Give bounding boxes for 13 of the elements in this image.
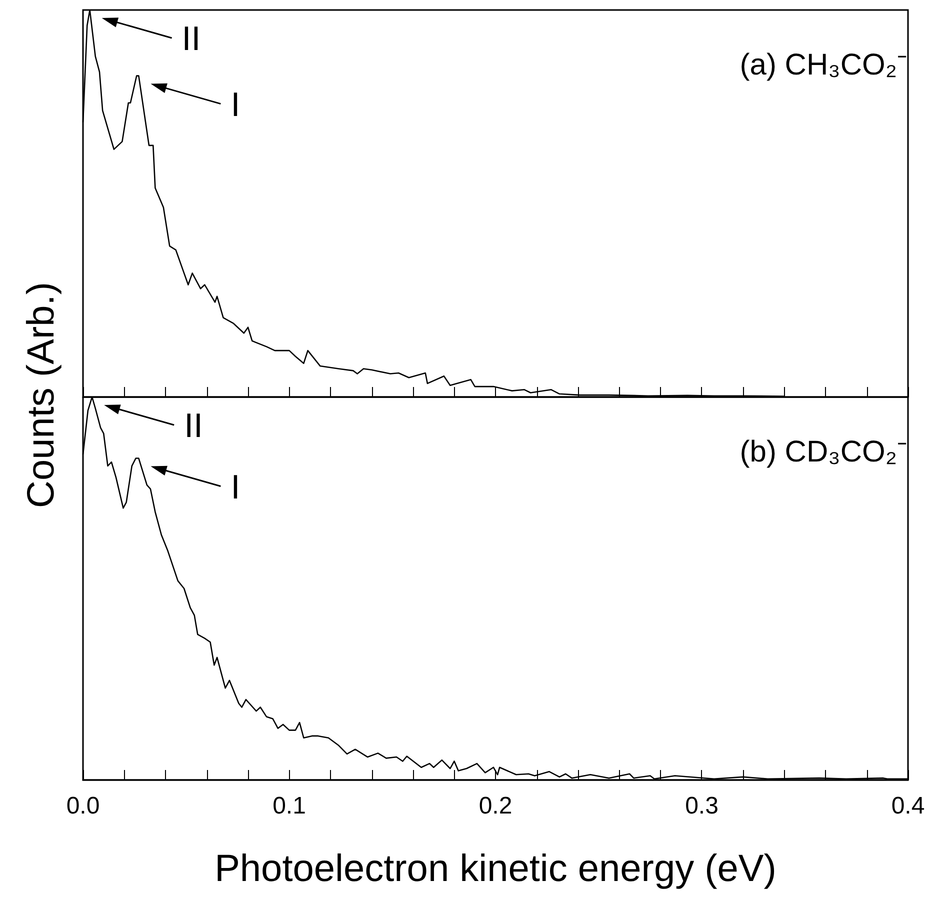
y-axis-title: Counts (Arb.) — [20, 282, 64, 508]
x-axis-title: Photoelectron kinetic energy (eV) — [214, 848, 776, 890]
x-tick-label: 0.4 — [891, 792, 925, 820]
x-tick-label: 0.1 — [272, 792, 306, 820]
annotation: II — [182, 20, 201, 58]
annotation: I — [230, 468, 240, 506]
text: (a) CH₃CO₂⁻ — [740, 48, 908, 82]
x-tick-label: 0.2 — [478, 792, 512, 820]
annotation: I — [230, 86, 240, 124]
annotation: II — [184, 407, 203, 445]
x-tick-label: 0.0 — [66, 792, 100, 820]
text: (b) CD₃CO₂⁻ — [740, 436, 908, 468]
x-tick-label: 0.3 — [685, 792, 718, 820]
